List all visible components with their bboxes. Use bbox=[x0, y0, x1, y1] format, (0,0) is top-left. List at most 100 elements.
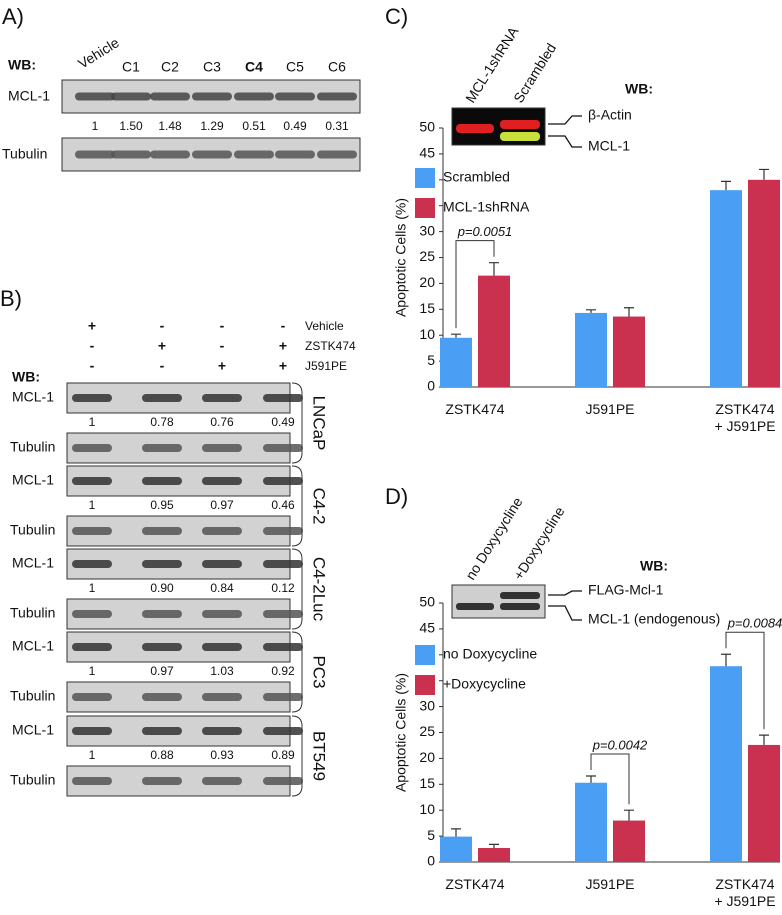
error-bar bbox=[721, 653, 731, 667]
bracket bbox=[291, 465, 303, 547]
row-label: MCL-1 bbox=[8, 88, 50, 104]
band bbox=[263, 777, 303, 785]
band bbox=[202, 777, 242, 785]
cell-line: PC3 bbox=[310, 655, 329, 688]
y-tick-label: 45 bbox=[419, 620, 435, 636]
annotation: p=0.0042 bbox=[592, 737, 648, 752]
band bbox=[263, 560, 303, 568]
band bbox=[72, 527, 112, 535]
ratio: 0.49 bbox=[283, 119, 307, 133]
band-label: MCL-1 (endogenous) bbox=[588, 611, 720, 627]
y-tick-label: 50 bbox=[419, 594, 435, 610]
band bbox=[202, 693, 242, 701]
band bbox=[234, 150, 274, 159]
ratio: 0.31 bbox=[325, 119, 349, 133]
band bbox=[142, 444, 182, 452]
ratio: 0.49 bbox=[271, 415, 295, 429]
band bbox=[202, 643, 242, 651]
band bbox=[72, 394, 112, 402]
significance-bracket bbox=[725, 631, 765, 730]
sign: + bbox=[158, 338, 166, 354]
sign: - bbox=[281, 318, 286, 334]
band bbox=[500, 592, 540, 599]
band bbox=[72, 560, 112, 568]
wb-label: WB: bbox=[12, 369, 40, 385]
sign: - bbox=[220, 318, 225, 334]
wb-label: WB: bbox=[625, 81, 653, 97]
lane-label: C6 bbox=[328, 59, 346, 75]
x-tick-label: ZSTK474 bbox=[445, 401, 505, 417]
band-label: MCL-1 bbox=[588, 138, 630, 154]
band bbox=[72, 610, 112, 618]
y-tick-label: 10 bbox=[419, 801, 435, 817]
band bbox=[192, 92, 232, 101]
sign: - bbox=[220, 338, 225, 354]
row-label: Tubulin bbox=[10, 772, 55, 788]
band bbox=[500, 132, 540, 141]
band-pointer bbox=[548, 115, 582, 125]
cell-line: BT549 bbox=[310, 731, 329, 781]
band bbox=[142, 477, 182, 485]
legend-label: +Doxycycline bbox=[443, 676, 526, 692]
bar bbox=[748, 744, 780, 862]
ratio: 1.03 bbox=[210, 664, 234, 678]
cell-line: C4-2Luc bbox=[310, 557, 329, 622]
band bbox=[72, 693, 112, 701]
x-tick-label: ZSTK474 + J591PE bbox=[714, 876, 776, 909]
error-bar bbox=[586, 775, 596, 783]
error-bar bbox=[451, 333, 461, 338]
ratio: 0.97 bbox=[210, 498, 234, 512]
error-bar bbox=[586, 309, 596, 313]
legend-label: Scrambled bbox=[443, 169, 510, 185]
band bbox=[275, 150, 315, 159]
annotation: p=0.0051 bbox=[457, 224, 513, 239]
band bbox=[263, 643, 303, 651]
bracket bbox=[291, 715, 303, 797]
bar bbox=[478, 275, 510, 387]
lane-label: C3 bbox=[203, 59, 221, 75]
band bbox=[202, 610, 242, 618]
band bbox=[192, 150, 232, 159]
band bbox=[263, 444, 303, 452]
treatment-name: ZSTK474 bbox=[305, 339, 356, 353]
band bbox=[142, 560, 182, 568]
ratio: 0.90 bbox=[150, 581, 174, 595]
band bbox=[263, 477, 303, 485]
band bbox=[263, 727, 303, 735]
y-tick-label: 20 bbox=[419, 274, 435, 290]
row-label: Tubulin bbox=[10, 688, 55, 704]
panel-label: C) bbox=[385, 4, 408, 29]
band bbox=[234, 92, 274, 101]
y-tick-label: 25 bbox=[419, 248, 435, 264]
inset-blot bbox=[451, 584, 546, 619]
ratio: 1.48 bbox=[158, 119, 182, 133]
band-pointer bbox=[548, 135, 582, 148]
ratio: 0.78 bbox=[150, 415, 174, 429]
y-tick-label: 25 bbox=[419, 723, 435, 739]
band bbox=[456, 124, 494, 133]
band bbox=[72, 444, 112, 452]
y-tick-label: 45 bbox=[419, 145, 435, 161]
row-label: Tubulin bbox=[10, 522, 55, 538]
sign: - bbox=[90, 358, 95, 374]
ratio: 0.95 bbox=[150, 498, 174, 512]
y-tick-label: 30 bbox=[419, 697, 435, 713]
lane-label: C1 bbox=[122, 59, 140, 75]
ratio: 0.46 bbox=[271, 498, 295, 512]
treatment-name: J591PE bbox=[305, 359, 347, 373]
bar bbox=[613, 820, 645, 862]
treatment-name: Vehicle bbox=[305, 319, 344, 333]
error-bar bbox=[721, 180, 731, 191]
bracket bbox=[291, 548, 303, 630]
ratio: 1 bbox=[89, 498, 96, 512]
annotation: p=0.0084 bbox=[727, 616, 782, 631]
band bbox=[263, 394, 303, 402]
band bbox=[150, 92, 190, 101]
band bbox=[202, 727, 242, 735]
ratio: 0.92 bbox=[271, 664, 295, 678]
x-tick-label: J591PE bbox=[585, 876, 635, 892]
row-label: MCL-1 bbox=[12, 472, 54, 488]
bar bbox=[710, 666, 742, 862]
band bbox=[202, 444, 242, 452]
